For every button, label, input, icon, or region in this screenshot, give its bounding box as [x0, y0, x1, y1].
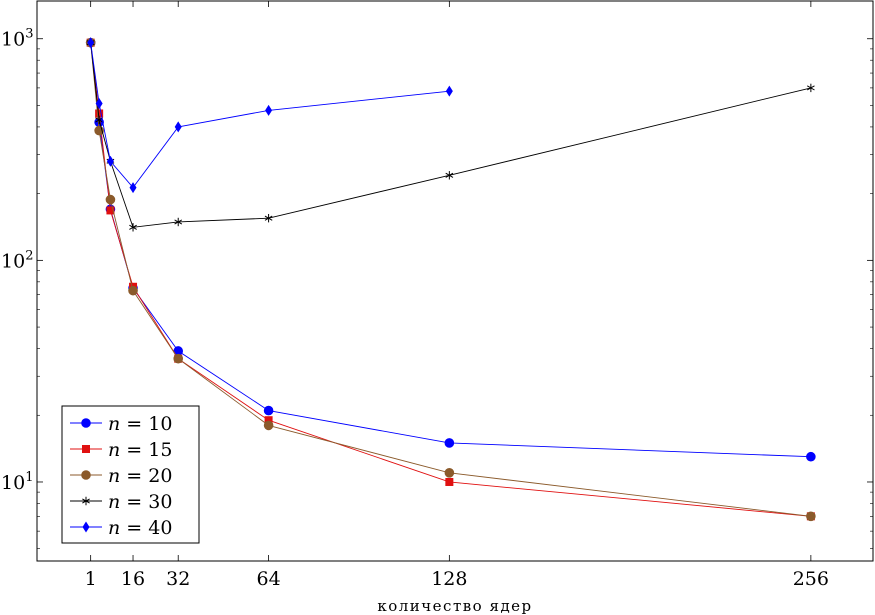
legend: n = 10 n = 15 n = 20 n = 30 n = 40 [61, 405, 200, 544]
data-point [87, 37, 95, 49]
data-point [806, 511, 816, 522]
legend-marker [82, 521, 90, 533]
series-layer [85, 37, 816, 522]
legend-marker [81, 470, 91, 480]
y-tick-label: 101 [1, 470, 33, 494]
legend-label: n = 10 [108, 413, 172, 435]
data-point [445, 85, 453, 97]
data-point [174, 121, 182, 133]
legend-entry: n = 40 [70, 517, 172, 539]
legend-entry: n = 30 [70, 491, 172, 513]
data-point [106, 206, 115, 215]
data-point [445, 171, 454, 180]
data-point [444, 468, 455, 478]
data-point [173, 353, 184, 364]
legend-label: n = 40 [108, 517, 172, 539]
x-tick-label: 256 [793, 568, 829, 590]
series-4 [86, 38, 815, 232]
data-point [129, 182, 137, 194]
x-tick-label: 32 [166, 568, 190, 590]
legend-label: n = 20 [108, 465, 172, 487]
legend-marker [81, 418, 91, 428]
x-tick-label: 64 [257, 568, 281, 590]
data-point [106, 155, 114, 167]
data-point [174, 217, 183, 227]
legend-marker [82, 496, 90, 506]
data-point [95, 115, 104, 125]
series-line [90, 42, 811, 458]
data-point [263, 405, 274, 416]
data-point [444, 438, 455, 448]
ticks-layer: 1 16 32 64 128 256 101 102 103 [1, 1, 873, 590]
x-axis-label: количество ядер [377, 597, 532, 615]
series-line [90, 42, 811, 517]
legend-entry: n = 10 [70, 413, 172, 435]
x-tick-label: 128 [431, 568, 467, 590]
data-point [265, 104, 273, 116]
series-5 [87, 37, 453, 194]
legend-marker [82, 445, 90, 453]
data-point [129, 223, 137, 232]
legend-entry: n = 20 [70, 465, 172, 487]
y-tick-label: 102 [1, 248, 33, 272]
data-point [445, 477, 454, 486]
data-point [95, 109, 104, 118]
legend-label: n = 15 [108, 439, 172, 461]
series-line [90, 42, 811, 228]
series-3 [85, 37, 816, 522]
data-point [806, 451, 816, 462]
data-point [264, 416, 273, 425]
legend-entry: n = 15 [70, 439, 172, 461]
data-point [128, 285, 138, 296]
x-tick-label: 1 [85, 568, 97, 590]
data-point [806, 83, 815, 93]
data-point [264, 213, 273, 223]
y-tick-label: 103 [1, 27, 33, 51]
data-point [105, 194, 116, 205]
series-line [90, 42, 450, 189]
legend-label: n = 30 [108, 491, 172, 513]
data-point [95, 98, 103, 110]
data-point [263, 420, 274, 431]
series-1 [85, 37, 816, 462]
x-tick-label: 16 [121, 568, 145, 590]
plot-frame [36, 0, 874, 562]
